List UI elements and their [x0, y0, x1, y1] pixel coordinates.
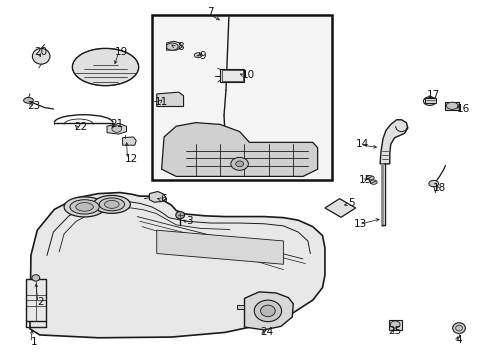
Ellipse shape — [194, 53, 202, 58]
Text: 23: 23 — [27, 102, 41, 112]
Ellipse shape — [104, 201, 119, 208]
Text: 10: 10 — [242, 70, 254, 80]
Polygon shape — [122, 137, 136, 145]
Ellipse shape — [99, 198, 124, 211]
Text: 24: 24 — [259, 327, 272, 337]
Text: 22: 22 — [74, 122, 87, 132]
Text: 2: 2 — [37, 297, 44, 307]
Text: 3: 3 — [186, 216, 193, 226]
Text: 18: 18 — [432, 183, 445, 193]
Text: 1: 1 — [30, 337, 37, 347]
Ellipse shape — [72, 48, 139, 86]
Polygon shape — [379, 120, 407, 164]
Polygon shape — [445, 102, 458, 110]
Polygon shape — [157, 92, 183, 107]
Ellipse shape — [254, 300, 281, 321]
Text: 11: 11 — [155, 97, 168, 107]
Polygon shape — [222, 70, 242, 81]
Ellipse shape — [235, 161, 243, 167]
Ellipse shape — [452, 323, 465, 333]
Ellipse shape — [260, 305, 275, 317]
Polygon shape — [388, 320, 401, 329]
Text: 8: 8 — [177, 42, 183, 52]
Polygon shape — [149, 192, 166, 202]
Text: 5: 5 — [348, 198, 354, 208]
Ellipse shape — [112, 125, 122, 132]
Polygon shape — [157, 230, 283, 264]
Text: 7: 7 — [206, 7, 213, 17]
Polygon shape — [30, 193, 325, 338]
Text: 20: 20 — [34, 46, 47, 57]
Text: 14: 14 — [355, 139, 368, 149]
Ellipse shape — [93, 195, 130, 213]
Ellipse shape — [64, 197, 105, 217]
Polygon shape — [236, 305, 244, 309]
Text: 19: 19 — [115, 46, 128, 57]
Ellipse shape — [175, 212, 184, 219]
Ellipse shape — [389, 321, 399, 328]
Polygon shape — [166, 41, 182, 50]
Polygon shape — [325, 199, 355, 217]
Ellipse shape — [230, 157, 248, 170]
Text: 4: 4 — [455, 334, 462, 345]
Ellipse shape — [428, 180, 438, 187]
Ellipse shape — [369, 180, 376, 184]
Bar — [26, 279, 45, 320]
Polygon shape — [220, 69, 244, 82]
Text: 13: 13 — [353, 219, 366, 229]
Ellipse shape — [455, 325, 462, 331]
Text: 17: 17 — [426, 90, 439, 100]
Ellipse shape — [166, 43, 178, 50]
Ellipse shape — [423, 97, 435, 105]
Polygon shape — [107, 123, 126, 134]
Text: 15: 15 — [358, 175, 371, 185]
Text: 9: 9 — [199, 50, 206, 60]
Text: 12: 12 — [124, 154, 138, 164]
Polygon shape — [424, 98, 435, 103]
Text: 16: 16 — [455, 104, 468, 114]
Text: 25: 25 — [387, 326, 401, 336]
Ellipse shape — [446, 102, 457, 109]
Polygon shape — [161, 123, 317, 176]
Bar — [152, 15, 331, 180]
Text: 6: 6 — [161, 194, 167, 204]
Text: 21: 21 — [110, 120, 123, 129]
Ellipse shape — [23, 98, 33, 103]
Ellipse shape — [366, 176, 373, 180]
Ellipse shape — [32, 48, 50, 64]
Ellipse shape — [70, 200, 99, 214]
Ellipse shape — [32, 275, 40, 281]
Ellipse shape — [76, 203, 93, 211]
Polygon shape — [244, 292, 293, 330]
